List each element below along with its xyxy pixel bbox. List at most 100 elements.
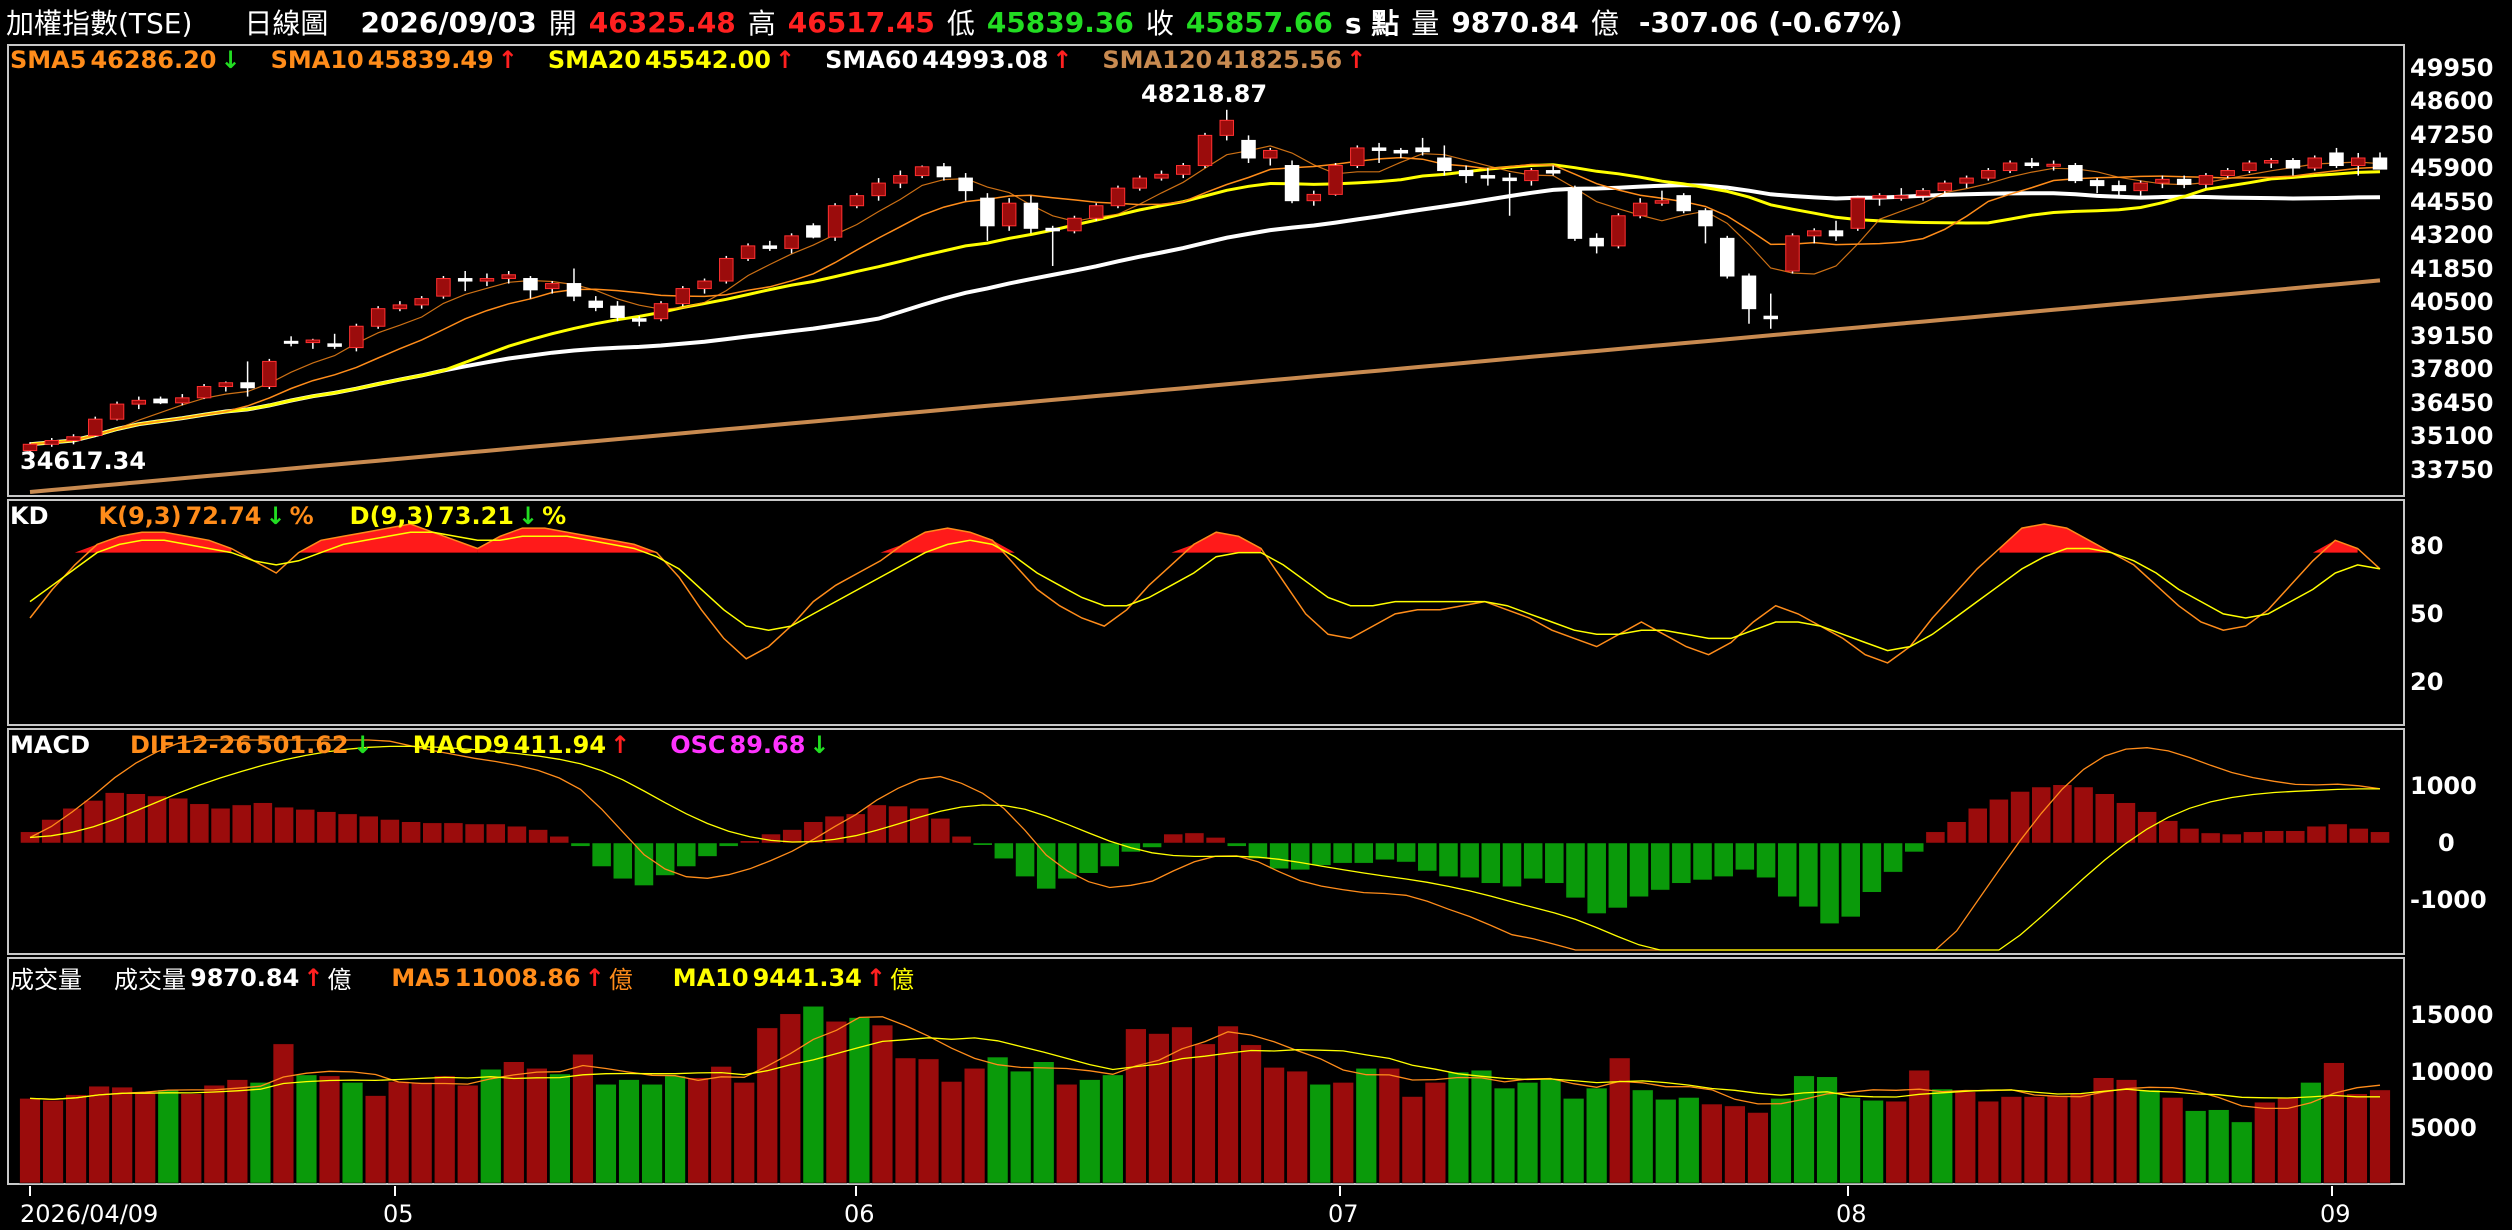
volume-bar-up <box>1609 1057 1631 1184</box>
candle-up <box>501 274 516 280</box>
candle-down <box>327 343 342 347</box>
sma10-label: SMA10 <box>270 46 364 74</box>
osc-bar-up <box>1989 799 2009 844</box>
candle-down <box>1284 165 1300 202</box>
candle-up <box>1611 215 1626 247</box>
kd-overbought-fill <box>477 528 657 553</box>
volume-bar-up <box>894 1057 917 1184</box>
volume-bar-up <box>388 1081 410 1184</box>
sma5-value: 46286.20 <box>90 46 217 74</box>
period-label[interactable]: 日線圖 <box>244 7 329 40</box>
macd-pane[interactable] <box>7 728 2405 955</box>
candle-up <box>1263 149 1278 159</box>
k-legend: K(9,3) 72.74 ↓ % <box>99 502 314 530</box>
macd-axis: 1000 0 -1000 <box>2406 728 2512 955</box>
volume-bar-up <box>1194 1043 1216 1184</box>
osc-bar-up <box>824 815 845 844</box>
candle-up <box>44 440 60 445</box>
volume-legend: 成交量 成交量 9870.84 ↑ 億 MA5 11008.86 ↑ 億 MA1… <box>10 960 914 995</box>
volume-bar-down <box>1678 1097 1700 1184</box>
volume-label: 量 <box>1411 7 1440 40</box>
price-pane[interactable] <box>7 44 2405 497</box>
candle-up <box>2155 178 2170 184</box>
volume-bar-up <box>963 1068 986 1184</box>
volume-bar-down <box>295 1074 318 1184</box>
osc-bar-down <box>1311 842 1332 866</box>
osc-bar-up <box>147 795 167 844</box>
vol-legend: 成交量 9870.84 ↑ 億 <box>114 960 351 995</box>
osc-bar-down <box>570 842 591 847</box>
macd9-value: 411.94 <box>513 731 607 759</box>
candle-down <box>153 398 168 404</box>
candle-up <box>2350 157 2366 167</box>
osc-bar-down <box>1565 842 1586 899</box>
osc-bar-down <box>1650 842 1670 891</box>
kd-pane[interactable] <box>7 499 2405 726</box>
candle-down <box>566 283 582 297</box>
macd9-label: MACD9 <box>412 731 510 759</box>
volume-bar-down <box>2138 1089 2161 1184</box>
ma10-legend: MA10 9441.34 ↑ 億 <box>673 960 914 995</box>
candle-up <box>2002 162 2018 172</box>
osc-bar-up <box>845 813 866 844</box>
volume-bar-down <box>1839 1097 1861 1184</box>
osc-bar-up <box>1967 808 1988 844</box>
macd-tick: 0 <box>2438 829 2455 857</box>
dif-legend: DIF12-26 501.62 ↓ <box>130 731 373 759</box>
volume-tick: 5000 <box>2410 1114 2477 1142</box>
ma10-value: 9441.34 <box>752 963 862 992</box>
volume-bar-down <box>480 1069 502 1184</box>
price-tick: 47250 <box>2410 121 2494 149</box>
osc-bar-up <box>803 821 824 844</box>
osc-bar-down <box>972 842 993 846</box>
volume-bar-up <box>526 1068 548 1184</box>
candle-down <box>2329 152 2344 167</box>
volume-bar-up <box>2092 1077 2115 1184</box>
candle-up <box>1894 195 1909 199</box>
volume-bar-down <box>618 1079 640 1184</box>
osc-bar-up <box>1205 837 1226 844</box>
candle-up <box>544 283 560 290</box>
volume-bar-down <box>1655 1099 1677 1184</box>
osc-bar-up <box>464 823 485 844</box>
candle-up <box>893 175 908 184</box>
osc-bar-down <box>1523 842 1543 880</box>
kd-title: KD <box>10 502 49 530</box>
volume-pane[interactable] <box>7 957 2405 1185</box>
volume-bar-up <box>1171 1026 1193 1184</box>
low-annotation: 34617.34 <box>20 447 147 475</box>
volume-bar-up <box>1701 1103 1723 1184</box>
volume-bar-up <box>1378 1068 1400 1184</box>
candle-up <box>1306 193 1322 202</box>
osc-bar-down <box>1099 842 1120 867</box>
candle-up <box>1915 190 1931 197</box>
candle-down <box>588 300 603 308</box>
osc-bar-down <box>634 842 654 886</box>
osc-label: OSC <box>670 731 726 759</box>
instrument-title[interactable]: 加權指數(TSE) <box>6 7 193 40</box>
open-label: 開 <box>548 7 577 40</box>
candle-up <box>2220 170 2235 177</box>
sma10-value: 45839.49 <box>367 46 494 74</box>
candle-down <box>2111 185 2127 192</box>
volume-bar-down <box>1586 1087 1608 1184</box>
candle-up <box>827 205 843 238</box>
candle-down <box>1502 177 1517 182</box>
candle-down <box>2372 157 2388 170</box>
d-legend: D(9,3) 73.21 ↓ % <box>350 502 566 530</box>
volume-bar-down <box>1355 1068 1377 1184</box>
x-axis-label: 09 <box>2320 1200 2351 1228</box>
volume-title: 成交量 <box>10 966 82 994</box>
osc-bar-up <box>740 840 760 844</box>
volume-bar-up <box>318 1075 341 1184</box>
candle-up <box>2242 162 2257 172</box>
volume-bar-up <box>1908 1069 1930 1184</box>
macd-title: MACD <box>10 731 90 759</box>
osc-bar-up <box>2010 791 2030 844</box>
volume-bar-down <box>1033 1061 1055 1184</box>
osc-bar-up <box>337 813 358 844</box>
dif-value: 501.62 <box>256 731 349 759</box>
osc-bar-down <box>1840 842 1861 918</box>
candle-up <box>784 235 799 249</box>
